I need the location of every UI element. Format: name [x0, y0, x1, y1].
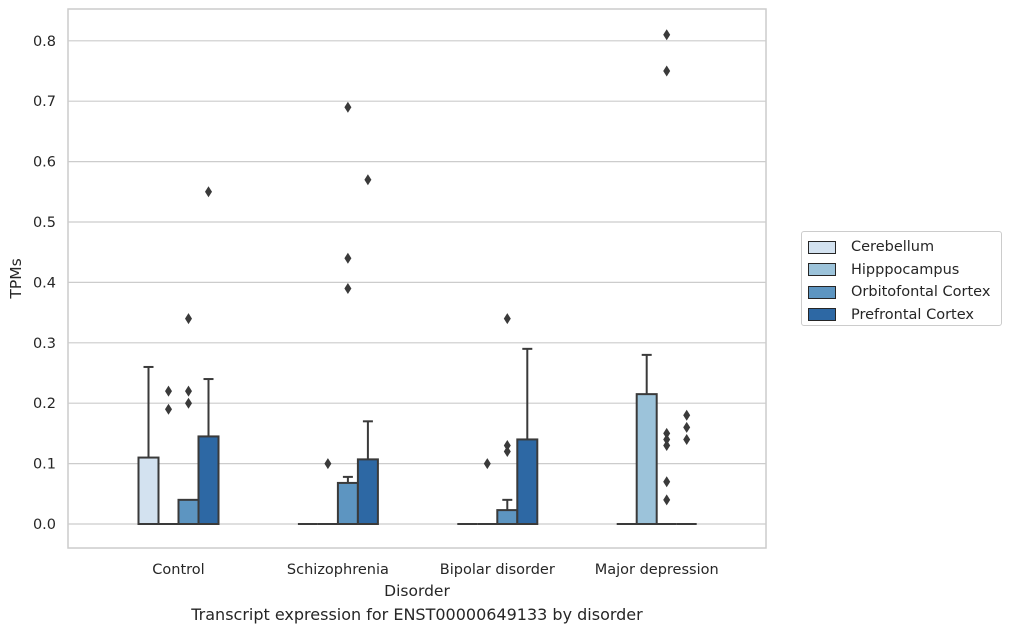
outlier-point-orbitofontal-cortex-major-depression [663, 476, 671, 488]
outlier-point-prefrontal-cortex-major-depression [683, 421, 691, 433]
outlier-point-orbitofontal-cortex-schizophrenia [344, 101, 352, 113]
legend-swatch-cerebellum [808, 240, 836, 254]
outlier-point-orbitofontal-cortex-major-depression [663, 65, 671, 77]
outlier-point-hipppocampus-bipolar-disorder [483, 458, 491, 470]
x-tick-label-control: Control [152, 562, 204, 578]
box-prefrontal-cortex-control [197, 435, 220, 526]
legend-swatch-orbitofrontal-cortex [808, 285, 836, 299]
x-tick-label-major-depression: Major depression [595, 562, 719, 578]
x-tick-label-bipolar-disorder: Bipolar disorder [440, 562, 555, 578]
outlier-point-orbitofontal-cortex-control [185, 385, 192, 397]
y-tick-label: 0.2 [33, 396, 56, 412]
x-tick-label-schizophrenia: Schizophrenia [287, 562, 389, 578]
outlier-point-orbitofontal-cortex-schizophrenia [344, 282, 352, 294]
legend-item-hippocampus: Hipppocampus [808, 259, 1001, 282]
y-tick-label: 0.8 [33, 34, 56, 50]
outlier-point-orbitofontal-cortex-bipolar-disorder [503, 313, 511, 325]
outlier-point-orbitofontal-cortex-bipolar-disorder [503, 439, 511, 451]
legend-label-hippocampus: Hipppocampus [851, 261, 960, 278]
box-cerebellum-control [137, 456, 160, 525]
legend: Cerebellum Hipppocampus Orbitofontal Cor… [801, 231, 1002, 326]
outlier-point-orbitofontal-cortex-bipolar-disorder [503, 446, 511, 458]
outlier-point-orbitofontal-cortex-major-depression [663, 29, 671, 41]
legend-swatch-prefrontal-cortex [808, 308, 836, 322]
y-axis-label: TPMs [7, 258, 25, 299]
outlier-point-orbitofontal-cortex-major-depression [663, 494, 671, 506]
box-hipppocampus-major-depression [635, 393, 658, 526]
outlier-point-orbitofontal-cortex-control [185, 397, 192, 409]
y-tick-label: 0.5 [33, 215, 56, 231]
outlier-point-prefrontal-cortex-control [205, 186, 212, 198]
legend-item-prefrontal-cortex: Prefrontal Cortex [808, 304, 1001, 327]
outlier-point-orbitofontal-cortex-major-depression [663, 427, 671, 439]
legend-label-orbitofrontal-cortex: Orbitofontal Cortex [851, 284, 991, 301]
y-tick-label: 0.7 [33, 94, 56, 110]
outlier-point-prefrontal-cortex-major-depression [683, 409, 691, 421]
box-orbitofontal-cortex-bipolar-disorder [496, 509, 519, 526]
outlier-point-hipppocampus-schizophrenia [324, 458, 332, 470]
outlier-point-hipppocampus-control [165, 385, 172, 397]
outlier-point-prefrontal-cortex-schizophrenia [364, 174, 372, 186]
outlier-point-prefrontal-cortex-major-depression [683, 433, 691, 445]
y-tick-label: 0.6 [33, 155, 56, 171]
x-axis-label: Disorder [384, 582, 450, 600]
legend-item-orbitofrontal-cortex: Orbitofontal Cortex [808, 281, 1001, 304]
legend-label-cerebellum: Cerebellum [851, 239, 935, 256]
outlier-point-orbitofontal-cortex-schizophrenia [344, 252, 352, 264]
y-tick-label: 0.0 [33, 517, 56, 533]
outlier-point-orbitofontal-cortex-major-depression [663, 433, 671, 445]
figure-caption: Transcript expression for ENST0000064913… [191, 605, 643, 624]
legend-item-cerebellum: Cerebellum [808, 236, 1001, 259]
box-orbitofontal-cortex-schizophrenia [336, 481, 359, 526]
box-prefrontal-cortex-schizophrenia [356, 458, 379, 526]
y-tick-label: 0.4 [33, 275, 56, 291]
outlier-point-orbitofontal-cortex-control [185, 313, 192, 325]
plot-area [68, 9, 766, 548]
plot-frame [67, 8, 767, 549]
y-tick-label: 0.1 [33, 457, 56, 473]
outlier-point-hipppocampus-control [165, 403, 172, 415]
outlier-point-orbitofontal-cortex-major-depression [663, 439, 671, 451]
legend-swatch-hippocampus [808, 263, 836, 277]
box-prefrontal-cortex-bipolar-disorder [516, 438, 539, 525]
box-orbitofontal-cortex-control [177, 498, 200, 525]
legend-label-prefrontal-cortex: Prefrontal Cortex [851, 306, 974, 323]
y-tick-label: 0.3 [33, 336, 56, 352]
